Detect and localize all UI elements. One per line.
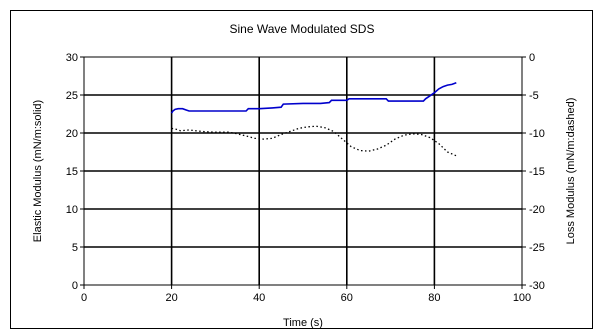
ticks: 0 20 40 60 80 100 0 5 10 15 20 25 30 -30 -25 -20 -15 -10 -… xyxy=(66,52,545,304)
series xyxy=(170,82,457,157)
y-tick-label-left: 25 xyxy=(66,90,78,102)
x-tick-label: 0 xyxy=(81,292,87,304)
chart-title: Sine Wave Modulated SDS xyxy=(230,22,375,36)
elastic-modulus-line xyxy=(170,82,457,114)
y-tick-label-right: 0 xyxy=(529,52,535,64)
x-tick-label: 80 xyxy=(428,292,440,304)
y-tick-label-left: 5 xyxy=(72,242,78,254)
y-tick-label-right: -20 xyxy=(529,204,545,216)
y-tick-label-right: -10 xyxy=(529,128,545,140)
y-axis-label-left: Elastic Modulus (mN/m:solid) xyxy=(32,100,44,242)
y-tick-label-left: 30 xyxy=(66,52,78,64)
y-axis-label-right: Loss Modulus (mN/m:dashed) xyxy=(565,98,577,245)
loss-modulus-line xyxy=(171,125,457,157)
x-tick-label: 60 xyxy=(341,292,353,304)
x-tick-label: 100 xyxy=(513,292,531,304)
y-tick-label-right: -15 xyxy=(529,166,545,178)
y-tick-label-right: -25 xyxy=(529,242,545,254)
grid xyxy=(84,57,522,285)
y-tick-label-left: 20 xyxy=(66,128,78,140)
y-tick-label-right: -30 xyxy=(529,280,545,292)
x-axis-label: Time (s) xyxy=(283,317,323,329)
x-tick-label: 20 xyxy=(165,292,177,304)
x-tick-label: 40 xyxy=(253,292,265,304)
y-tick-label-left: 15 xyxy=(66,166,78,178)
y-tick-label-right: -5 xyxy=(529,90,539,102)
y-tick-label-left: 10 xyxy=(66,204,78,216)
y-tick-label-left: 0 xyxy=(72,280,78,292)
